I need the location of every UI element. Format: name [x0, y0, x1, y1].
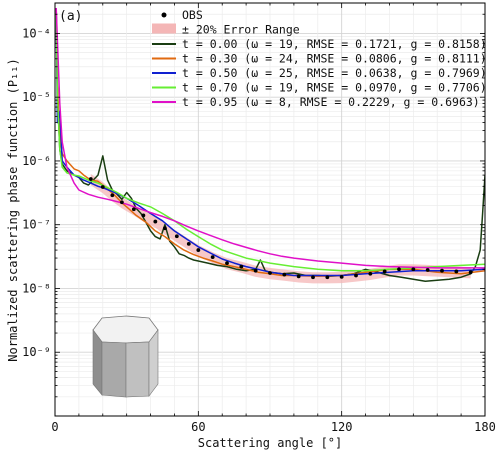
obs-point	[268, 271, 272, 275]
legend-label-4: t = 0.95 (ω = 8, RMSE = 0.2229, g = 0.69…	[182, 95, 480, 109]
obs-point	[88, 177, 93, 181]
obs-point	[153, 219, 158, 224]
obs-point	[296, 274, 301, 279]
legend-label-3: t = 0.70 (ω = 19, RMSE = 0.0970, g = 0.7…	[182, 81, 487, 95]
observation-layer	[88, 177, 473, 280]
obs-point	[253, 268, 258, 273]
obs-point	[225, 261, 229, 266]
obs-point	[100, 185, 105, 189]
legend-label-1: t = 0.30 (ω = 24, RMSE = 0.0806, g = 0.8…	[182, 52, 487, 66]
obs-point	[325, 275, 330, 280]
y-tick-label: 10⁻⁵	[22, 90, 51, 104]
obs-point	[411, 267, 416, 272]
x-tick-label: 180	[474, 420, 496, 434]
obs-point	[425, 268, 430, 272]
obs-point	[368, 271, 373, 276]
y-axis-label: Normalized scattering phase function (P₁…	[6, 58, 20, 361]
obs-point	[397, 267, 401, 272]
obs-point	[119, 200, 124, 205]
legend-band-label: ± 20% Error Range	[182, 23, 300, 37]
legend-obs-marker	[161, 12, 167, 18]
legend-label-2: t = 0.50 (ω = 25, RMSE = 0.0638, g = 0.7…	[182, 66, 487, 80]
obs-point	[239, 264, 244, 269]
y-tick-label: 10⁻⁴	[22, 26, 51, 40]
obs-point	[141, 213, 146, 218]
hexagonal-column-icon	[92, 315, 159, 398]
y-tick-label: 10⁻⁹	[22, 345, 51, 359]
obs-point	[196, 248, 201, 252]
obs-point	[354, 273, 358, 278]
x-axis-label: Scattering angle [°]	[198, 436, 343, 450]
obs-point	[186, 242, 191, 246]
legend-band-swatch	[152, 23, 176, 34]
series-layer	[55, 7, 485, 282]
axis-ticks: 0 60 120 180 10⁻⁹ 10⁻⁸ 10⁻⁷ 10⁻⁶ 10⁻⁵ 10⁻⁴	[22, 3, 496, 434]
obs-point	[282, 272, 287, 277]
x-tick-label: 120	[331, 420, 353, 434]
obs-point	[174, 234, 179, 239]
obs-point	[110, 193, 115, 198]
obs-point	[440, 268, 444, 273]
obs-point	[339, 274, 344, 279]
x-tick-label: 60	[191, 420, 205, 434]
legend-obs-label: OBS	[182, 8, 203, 22]
legend-label-0: t = 0.00 (ω = 19, RMSE = 0.1721, g = 0.8…	[182, 37, 487, 51]
y-tick-label: 10⁻⁶	[22, 154, 51, 168]
obs-point	[468, 270, 473, 275]
obs-point	[210, 255, 215, 260]
series-line-4	[55, 7, 485, 269]
obs-point	[311, 275, 315, 280]
obs-point	[131, 207, 136, 212]
obs-point	[382, 269, 387, 274]
series-line-2	[55, 7, 485, 277]
series-line-0	[55, 7, 485, 282]
x-tick-label: 0	[51, 420, 58, 434]
panel-label: (a)	[59, 9, 82, 24]
y-tick-label: 10⁻⁷	[22, 218, 51, 232]
obs-point	[454, 269, 459, 274]
y-tick-label: 10⁻⁸	[22, 281, 51, 295]
obs-point	[162, 226, 167, 231]
